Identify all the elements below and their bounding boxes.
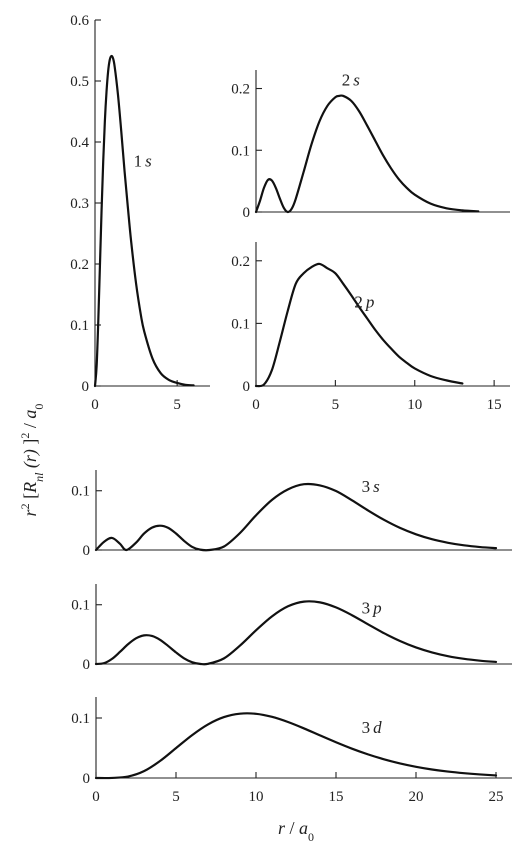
- ytick-label-2p-0: 0: [243, 379, 251, 395]
- ytick-label-2s-0.2: 0.2: [231, 82, 250, 98]
- xtick-label-1s-0: 0: [91, 397, 99, 413]
- panel-1s: 0 0.1 0.2 0.3 0.4 0.5 0.6 0 5 1 s: [70, 13, 210, 413]
- curve-2p: [254, 262, 464, 388]
- y-axis-label: r2 [Rnl (r) ]2 / a0: [18, 404, 46, 517]
- xtick-label-2p-5: 5: [332, 397, 340, 413]
- ytick-label-3p-0: 0: [83, 657, 91, 673]
- ytick-label-1s-0.2: 0.2: [70, 257, 89, 273]
- panel-3s: 0 0.1 3 s: [71, 470, 512, 559]
- curve-2s: [254, 94, 480, 214]
- xtick-label-3d-0: 0: [92, 789, 100, 805]
- xtick-label-2p-15: 15: [487, 397, 502, 413]
- xtick-label-1s-5: 5: [173, 397, 181, 413]
- ytick-label-1s-0.5: 0.5: [70, 74, 89, 90]
- x-axis-label: r / a0: [278, 818, 314, 844]
- curve-3s: [94, 482, 498, 552]
- curve-3p: [94, 600, 498, 666]
- xtick-label-3d-5: 5: [172, 789, 180, 805]
- ytick-label-2s-0: 0: [243, 205, 251, 221]
- ytick-label-2p-0.2: 0.2: [231, 254, 250, 270]
- ytick-label-1s-0.4: 0.4: [70, 135, 89, 151]
- panel-3d: 0 0.1 0 5 10 15 20 25 3 d: [71, 697, 512, 805]
- curve-3d: [94, 712, 498, 780]
- ytick-label-3s-0.1: 0.1: [71, 484, 90, 500]
- ytick-label-1s-0.1: 0.1: [70, 318, 89, 334]
- ytick-label-2p-0.1: 0.1: [231, 316, 250, 332]
- ytick-label-3s-0: 0: [83, 543, 91, 559]
- xtick-label-3d-20: 20: [409, 789, 424, 805]
- ytick-label-3p-0.1: 0.1: [71, 598, 90, 614]
- plots-layer: 00.10.20.30.40.50.60 51 s00.10.22 s00.10.20…: [70, 13, 512, 805]
- ytick-label-1s-0: 0: [82, 379, 90, 395]
- xtick-label-3d-10: 10: [249, 789, 264, 805]
- ytick-label-3d-0: 0: [83, 771, 91, 787]
- ytick-label-2s-0.1: 0.1: [231, 143, 250, 159]
- xtick-label-2p-10: 10: [407, 397, 422, 413]
- ytick-label-1s-0.3: 0.3: [70, 196, 89, 212]
- xtick-label-3d-15: 15: [329, 789, 344, 805]
- ytick-label-1s-0.6: 0.6: [70, 13, 89, 29]
- panel-3p: 0 0.1 3 p: [71, 584, 512, 673]
- panel-2s: 0 0.1 0.2 2 s: [231, 70, 510, 221]
- xtick-label-2p-0: 0: [252, 397, 260, 413]
- ytick-label-3d-0.1: 0.1: [71, 711, 90, 727]
- curve-1s: [93, 54, 195, 388]
- xtick-label-3d-25: 25: [489, 789, 504, 805]
- panel-2p: 0 0.1 0.2 0 5 10 15 2 p: [231, 242, 510, 413]
